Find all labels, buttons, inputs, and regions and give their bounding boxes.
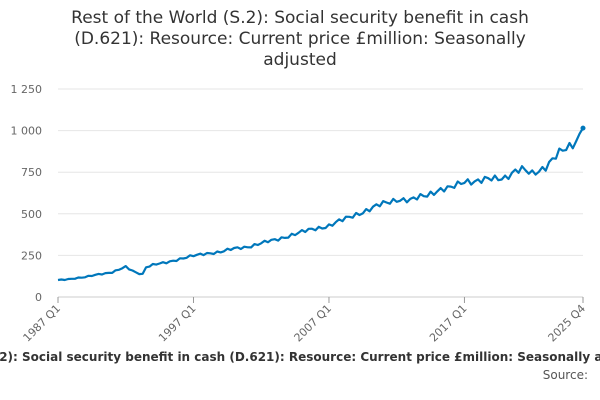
series-line bbox=[57, 127, 584, 282]
y-tick-label: 250 bbox=[21, 249, 42, 262]
series-layer bbox=[57, 125, 586, 282]
x-axis-ticks: 1987 Q1 1997 Q1 2007 Q1 2017 Q1 2025 Q4 bbox=[21, 297, 589, 345]
y-tick-label: 1 250 bbox=[11, 83, 43, 96]
footer-caption-text: Rest of the World (S.2): Social security… bbox=[0, 350, 600, 364]
y-tick-label: 1 000 bbox=[11, 125, 43, 138]
x-tick-label: 1997 Q1 bbox=[156, 302, 199, 345]
y-axis-tick-labels: 0 250 500 750 1 000 1 250 bbox=[11, 83, 43, 304]
chart-title: Rest of the World (S.2): Social security… bbox=[20, 8, 580, 71]
y-tick-label: 0 bbox=[35, 291, 42, 304]
series-end-point bbox=[580, 125, 586, 131]
y-tick-label: 500 bbox=[21, 208, 42, 221]
footer-source: Source: bbox=[542, 368, 588, 382]
chart-title-line-2: (D.621): Resource: Current price £millio… bbox=[74, 29, 526, 49]
x-tick-label: 2007 Q1 bbox=[292, 302, 335, 345]
x-tick-label: 2017 Q1 bbox=[427, 302, 470, 345]
x-tick-label: 1987 Q1 bbox=[21, 302, 64, 345]
y-tick-label: 750 bbox=[21, 166, 42, 179]
chart-title-line-1: Rest of the World (S.2): Social security… bbox=[71, 8, 529, 28]
x-tick-label: 2025 Q4 bbox=[546, 302, 589, 345]
chart-title-line-3: adjusted bbox=[263, 50, 337, 70]
grid-lines bbox=[58, 88, 583, 256]
footer-caption: Rest of the World (S.2): Social security… bbox=[0, 350, 600, 364]
